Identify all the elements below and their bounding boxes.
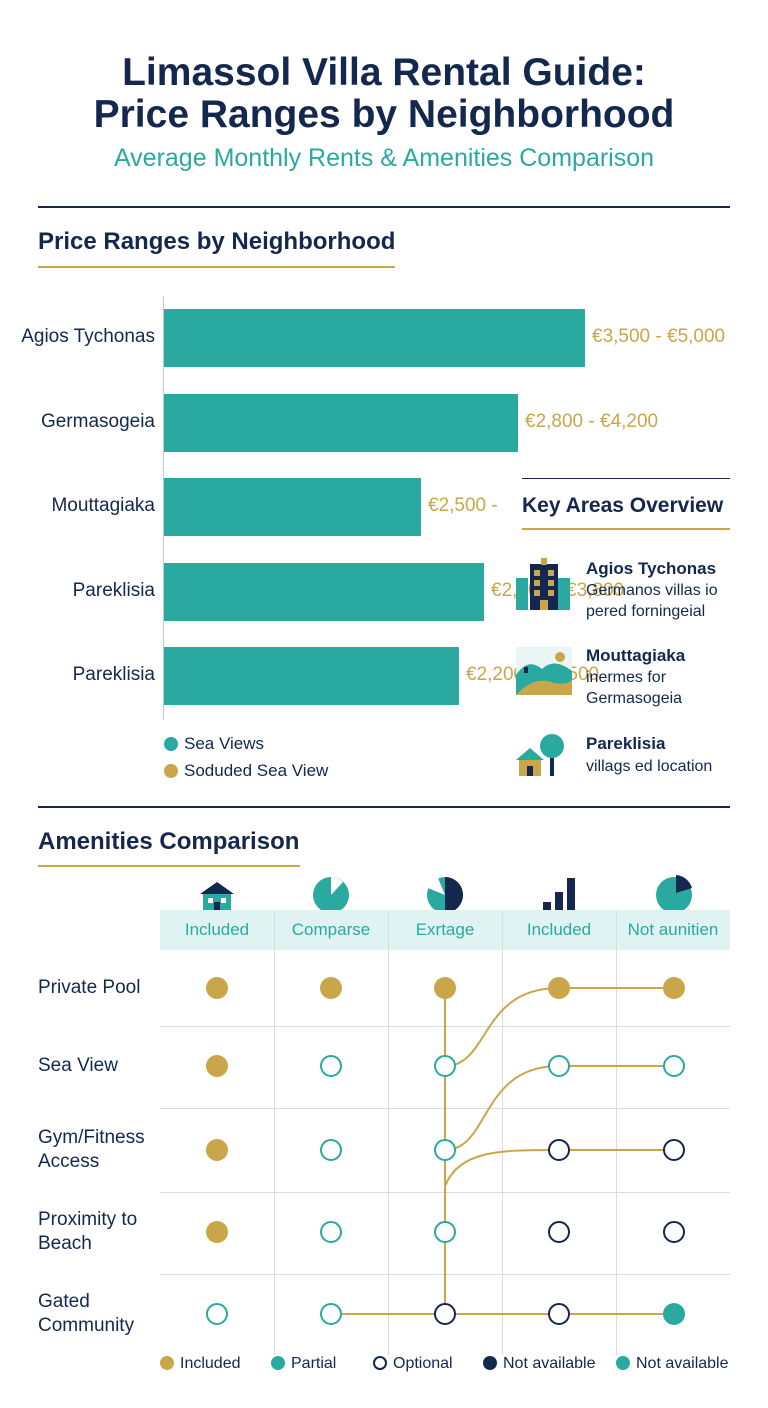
column-header: Not aunitien xyxy=(616,910,730,950)
amenity-cell-not_available xyxy=(663,1139,685,1161)
bar xyxy=(164,647,459,705)
grid-line xyxy=(274,910,275,1355)
page-title-line1: Limassol Villa Rental Guide: xyxy=(122,51,646,94)
not-available-teal-dot-icon xyxy=(616,1356,630,1370)
pie-dark-icon xyxy=(427,877,463,913)
amenity-cell-optional xyxy=(548,1055,570,1077)
page-subtitle: Average Monthly Rents & Amenities Compar… xyxy=(113,144,655,172)
amenity-cell-optional xyxy=(320,1303,342,1325)
amenity-cell-included xyxy=(206,977,228,999)
column-header: Included xyxy=(502,910,616,950)
column-header: Comparse xyxy=(274,910,388,950)
row-label: Proximity to Beach xyxy=(38,1209,138,1254)
bar-label: Pareklisia xyxy=(72,579,155,601)
overview-underline xyxy=(522,528,730,530)
column-header: Exrtage xyxy=(388,910,502,950)
amenity-cell-not_available xyxy=(434,1303,456,1325)
grid-line xyxy=(502,910,503,1355)
amenities-section-underline xyxy=(38,865,300,867)
bar-label: Mouttagiaka xyxy=(51,495,155,516)
legend-not-available-teal: Not available xyxy=(616,1355,729,1373)
amenity-cell-optional xyxy=(320,1221,342,1243)
bar xyxy=(164,393,518,452)
bar-value-label: €3,500 - €5,000 xyxy=(592,326,726,347)
bar-chart-axis xyxy=(163,296,164,720)
row-label: Gym/Fitness Access xyxy=(38,1127,145,1172)
legend-secluded-sea-view: Soduded Sea View xyxy=(164,761,328,781)
price-section-title: Price Ranges by Neighborhood xyxy=(38,228,396,255)
legend-included: Included xyxy=(160,1355,241,1373)
amenity-cell-optional xyxy=(320,1139,342,1161)
amenity-cell-included xyxy=(663,977,685,999)
amenity-cell-not_available xyxy=(548,1303,570,1325)
overview-desc-agios: Germanos villas io pered forningeial xyxy=(586,582,718,620)
landscape-icon xyxy=(516,647,572,695)
included-dot-icon xyxy=(160,1356,174,1370)
amenity-cell-included xyxy=(206,1139,228,1161)
overview-name-mouttagiaka: Mouttagiaka xyxy=(586,646,686,665)
amenity-cell-included xyxy=(206,1221,228,1243)
header-divider xyxy=(38,206,730,208)
grid-line xyxy=(388,910,389,1355)
amenity-cell-optional xyxy=(206,1303,228,1325)
legend-teal-dot-icon xyxy=(164,737,178,751)
amenity-cell-optional xyxy=(320,1055,342,1077)
amenity-cell-optional xyxy=(434,1139,456,1161)
legend-sea-views: Sea Views xyxy=(164,734,264,754)
amenity-cell-partial xyxy=(663,1303,685,1325)
legend-gold-dot-icon xyxy=(164,764,178,778)
bar-value-label: €2,800 - €4,200 xyxy=(525,410,659,432)
amenity-cell-optional xyxy=(434,1221,456,1243)
column-header: Included xyxy=(160,910,274,950)
overview-name-agios: Agios Tychonas xyxy=(586,559,717,578)
price-section-underline xyxy=(38,266,395,268)
legend-optional: Optional xyxy=(373,1355,453,1373)
legend-not-available: Not available xyxy=(483,1355,596,1373)
amenity-cell-not_available xyxy=(548,1139,570,1161)
overview-desc-pareklisia: villags ed location xyxy=(586,758,713,775)
amenity-cell-optional xyxy=(434,1055,456,1077)
amenity-cell-not_available xyxy=(663,1221,685,1243)
pie-icon xyxy=(313,877,349,913)
amenities-section-title: Amenities Comparison xyxy=(38,828,300,855)
amenity-cell-included xyxy=(548,977,570,999)
not-available-dot-icon xyxy=(483,1356,497,1370)
amenity-cell-included xyxy=(434,977,456,999)
bars-icon xyxy=(543,878,575,912)
bar xyxy=(164,309,585,367)
bar xyxy=(164,478,421,536)
overview-name-pareklisia: Pareklisia xyxy=(586,734,666,753)
amenity-cell-included xyxy=(206,1055,228,1077)
house-icon xyxy=(200,882,234,910)
page-title-line2: Price Ranges by Neighborhood xyxy=(93,93,675,136)
pie-wedge-icon xyxy=(656,875,692,913)
building-icon xyxy=(516,558,570,610)
house-tree-icon xyxy=(516,734,564,776)
bar-value-label: €2,500 - xyxy=(428,495,498,516)
overview-desc-mouttagiaka: inermes for Germasogeia xyxy=(586,669,683,707)
bar xyxy=(164,562,484,621)
grid-line xyxy=(616,910,617,1355)
row-label: Sea View xyxy=(38,1055,118,1076)
optional-ring-icon xyxy=(373,1356,387,1370)
bar-label: Pareklisia xyxy=(72,664,155,685)
amenity-cell-included xyxy=(320,977,342,999)
row-label: Gated Community xyxy=(38,1291,135,1336)
amenity-cell-not_available xyxy=(548,1221,570,1243)
overview-title: Key Areas Overview xyxy=(522,494,724,517)
overview-top-rule xyxy=(522,478,730,479)
bar-label: Germasogeia xyxy=(40,410,155,432)
bar-label: Agios Tychonas xyxy=(21,326,155,347)
partial-dot-icon xyxy=(271,1356,285,1370)
amenity-cell-optional xyxy=(663,1055,685,1077)
legend-partial: Partial xyxy=(271,1355,336,1373)
section-divider xyxy=(38,806,730,808)
row-label: Private Pool xyxy=(38,977,141,998)
